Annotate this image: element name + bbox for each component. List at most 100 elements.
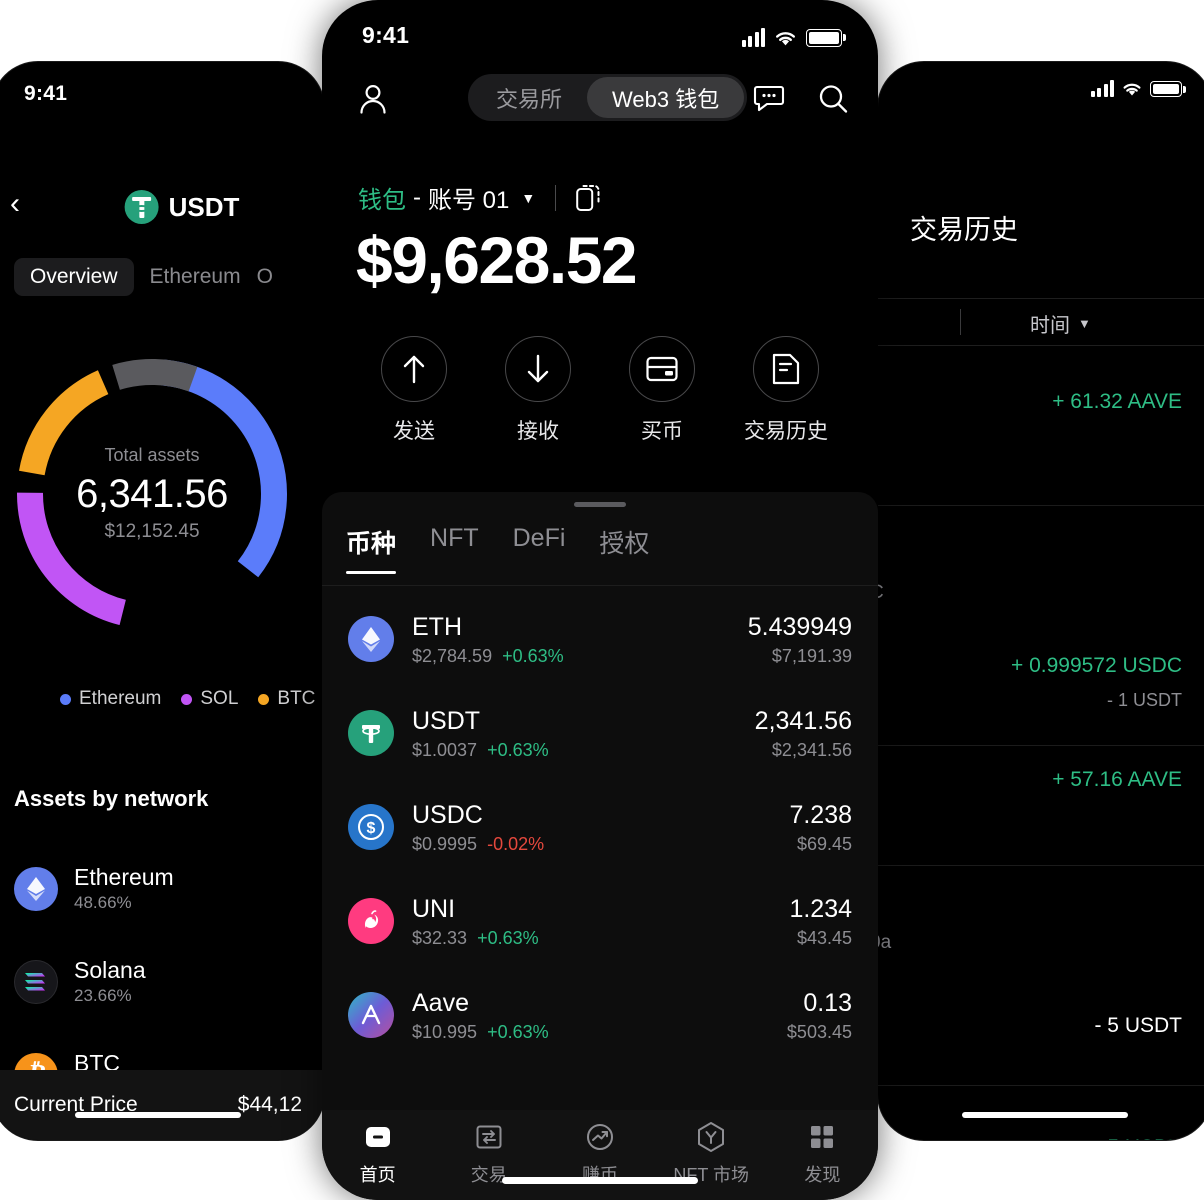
usdc-icon: $	[348, 804, 394, 850]
action-buy[interactable]: 买币	[612, 336, 712, 445]
assets-by-network-title: Assets by network	[14, 786, 209, 811]
tab-tokens[interactable]: 币种	[346, 524, 397, 574]
segmented-control: 交易所 Web3 钱包	[468, 74, 748, 121]
page-title: USDT	[168, 191, 240, 222]
tx-hash-partial: 0a	[878, 932, 892, 953]
center-top-icons	[746, 76, 856, 122]
exchange-icon	[472, 1120, 506, 1154]
donut-total-label: Total assets	[104, 445, 200, 465]
tab-discover[interactable]: 发现	[767, 1120, 878, 1187]
tab-trade[interactable]: 交易	[433, 1120, 544, 1187]
network-pct: 23.66%	[74, 986, 132, 1006]
table-row[interactable]: 0a - 5 USDT	[878, 866, 1204, 1086]
search-icon[interactable]	[810, 76, 856, 122]
token-balance: 7.238 $69.45	[789, 800, 852, 855]
legend-item-sol: SOL	[181, 688, 238, 710]
donut-svg	[17, 359, 287, 629]
legend-label: Ethereum	[79, 688, 162, 709]
wifi-icon	[776, 32, 795, 46]
token-info: USDC $0.9995 -0.02%	[412, 800, 771, 855]
table-row[interactable]: C + 0.999572 USDC - 1 USDT	[878, 506, 1204, 746]
sheet-tab-strip: 币种 NFT DeFi 授权	[322, 524, 878, 586]
token-symbol: UNI	[412, 894, 456, 923]
tab-other[interactable]: O	[256, 265, 273, 288]
assets-sheet: 币种 NFT DeFi 授权 ETH $2,784.59	[322, 492, 878, 1110]
tx-amount: - 5 USDT	[1094, 1014, 1182, 1037]
tab-defi[interactable]: DeFi	[512, 524, 566, 552]
table-row[interactable]: + 61.32 AAVE )	[878, 346, 1204, 506]
list-item[interactable]: Aave $10.995 +0.63% 0.13 $503.45	[322, 968, 878, 1062]
wallet-name: 钱包	[358, 187, 406, 214]
segment-web3-wallet[interactable]: Web3 钱包	[587, 77, 745, 118]
quick-actions: 发送 接收 买币	[322, 336, 878, 445]
token-balance: 1.234 $43.45	[789, 894, 852, 949]
tx-sub-amount: - 1 USDT	[1106, 690, 1182, 710]
tab-approvals[interactable]: 授权	[599, 530, 650, 558]
segment-exchange[interactable]: 交易所	[496, 86, 563, 112]
current-price-bar: Current Price $44,12	[0, 1070, 324, 1140]
page-title: 交易历史	[910, 215, 1018, 245]
left-status-bar: 9:41	[0, 76, 324, 110]
list-item[interactable]: UNI $32.33 +0.63% 1.234 $43.45	[322, 874, 878, 968]
table-row[interactable]: + 5 USDT ba86	[878, 1086, 1204, 1140]
list-item[interactable]: ETH $2,784.59 +0.63% 5.439949 $7,191.39	[322, 592, 878, 686]
filter-divider	[960, 309, 961, 335]
tab-ethereum[interactable]: Ethereum	[149, 265, 241, 288]
action-send[interactable]: 发送	[364, 336, 464, 445]
token-meta: $1.0037 +0.63%	[412, 740, 737, 761]
legend-dot-icon	[258, 693, 270, 705]
legend-item-ethereum: Ethereum	[60, 688, 161, 710]
token-value: $43.45	[796, 927, 852, 948]
legend-label: SOL	[200, 688, 239, 709]
signal-icon	[1090, 80, 1114, 97]
filter-time-label: 时间	[1030, 315, 1070, 337]
home-indicator	[962, 1112, 1128, 1118]
status-time: 9:41	[24, 82, 68, 105]
token-info: UNI $32.33 +0.63%	[412, 894, 771, 949]
arrow-up-icon	[381, 336, 447, 402]
tab-home[interactable]: 首页	[322, 1120, 433, 1187]
tab-overview[interactable]: Overview	[14, 258, 134, 296]
center-status-icons	[741, 28, 846, 47]
tx-hash-partial: C	[878, 582, 884, 604]
token-price: $0.9995	[412, 833, 478, 854]
action-history[interactable]: 交易历史	[736, 336, 836, 445]
current-price-value: $44,12	[237, 1093, 302, 1116]
filter-bar: 时间 ▼	[878, 298, 1204, 346]
token-balance: 0.13 $503.45	[787, 988, 852, 1043]
token-balance: 5.439949 $7,191.39	[748, 612, 852, 667]
token-amount: 5.439949	[747, 612, 852, 641]
filter-time[interactable]: 时间 ▼	[1030, 309, 1091, 338]
back-chevron-left-icon[interactable]: ‹	[10, 187, 20, 220]
token-info: USDT $1.0037 +0.63%	[412, 706, 737, 761]
token-meta: $10.995 +0.63%	[412, 1022, 769, 1043]
person-icon[interactable]	[350, 76, 396, 122]
home-indicator	[75, 1112, 241, 1118]
action-receive[interactable]: 接收	[488, 336, 588, 445]
chat-bubble-icon[interactable]	[746, 76, 792, 122]
tab-nft[interactable]: NFT	[430, 524, 479, 552]
wallet-selector[interactable]: 钱包 - 账号 01 ▼	[358, 180, 602, 215]
nft-hex-icon	[694, 1120, 728, 1154]
table-row[interactable]: + 57.16 AAVE	[878, 746, 1204, 866]
legend-label: BTC	[277, 688, 316, 709]
network-row-ethereum[interactable]: Ethereum 48.66%	[0, 842, 324, 935]
donut-center-labels: Total assets 6,341.56 $12,152.45	[22, 445, 282, 543]
battery-icon	[1150, 80, 1186, 97]
action-label: 发送	[393, 420, 435, 443]
usdt-coin-icon	[124, 190, 159, 224]
copy-icon[interactable]	[576, 184, 602, 212]
list-item[interactable]: $ USDC $0.9995 -0.02% 7.238 $	[322, 780, 878, 874]
sheet-grabber[interactable]	[574, 502, 626, 507]
status-time: 9:41	[362, 22, 410, 48]
network-row-solana[interactable]: Solana 23.66%	[0, 935, 324, 1028]
center-top-bar: 交易所 Web3 钱包	[322, 74, 878, 124]
tab-label: 首页	[359, 1165, 396, 1185]
svg-text:$: $	[367, 820, 376, 837]
grid-discover-icon	[805, 1120, 839, 1154]
list-item[interactable]: USDT $1.0037 +0.63% 2,341.56 $2,341.56	[322, 686, 878, 780]
token-change: +0.63%	[502, 645, 564, 666]
left-phone-usdt-overview: 9:41 ‹ USDT Overview Ethereum O	[0, 62, 324, 1140]
token-price: $2,784.59	[412, 645, 493, 666]
legend-item-btc: BTC	[258, 688, 315, 710]
